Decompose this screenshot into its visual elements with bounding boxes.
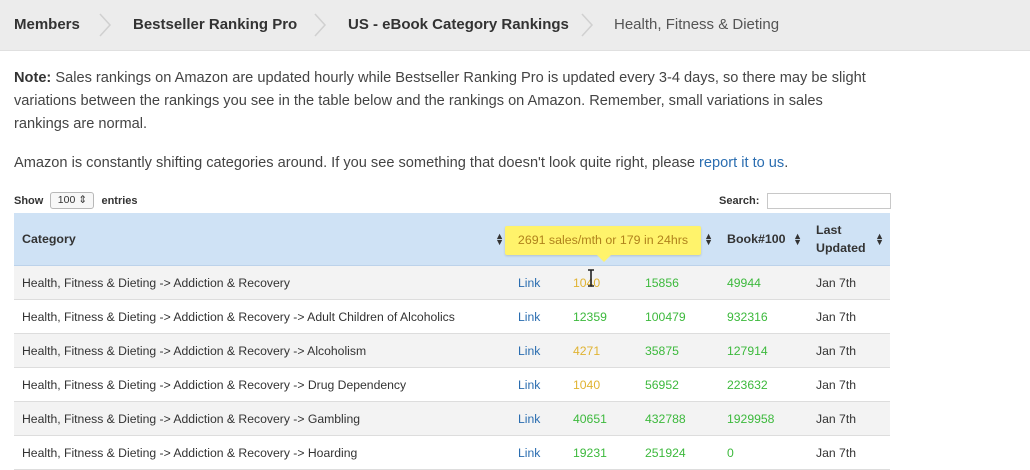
value-cell: 932316 [719, 299, 808, 334]
category-cell: Health, Fitness & Dieting -> Addiction &… [14, 401, 510, 436]
updown-icon: ⇕ [78, 193, 88, 206]
sort-icon: ▲ ▼ [704, 231, 713, 247]
report-link[interactable]: report it to us [699, 155, 785, 171]
table-row: Health, Fitness & Dieting -> Addiction &… [14, 367, 890, 402]
link-cell[interactable]: Link [510, 435, 565, 470]
entries-label: entries [101, 195, 138, 207]
breadcrumb-current: Health, Fitness & Dieting [614, 16, 780, 33]
updated-cell: Jan 7th [808, 435, 890, 470]
value-cell: 15856 [637, 265, 719, 300]
value-cell: 1929958 [719, 401, 808, 436]
value-cell: 100479 [637, 299, 719, 334]
header-last-updated[interactable]: Last Updated ▲ ▼ [808, 213, 890, 266]
search-control: Search: [719, 192, 891, 210]
table-row: Health, Fitness & Dieting -> Addiction &… [14, 333, 890, 368]
link-cell[interactable]: Link [510, 333, 565, 368]
value-cell: 251924 [637, 435, 719, 470]
updated-cell: Jan 7th [808, 333, 890, 368]
link-cell[interactable]: Link [510, 401, 565, 436]
chevron-right-icon [98, 13, 112, 37]
updated-cell: Jan 7th [808, 367, 890, 402]
table-row: Health, Fitness & Dieting -> Addiction &… [14, 299, 890, 334]
sort-icon: ▲ ▼ [793, 231, 802, 247]
value-cell: 35875 [637, 333, 719, 368]
table-row: Health, Fitness & Dieting -> Addiction &… [14, 435, 890, 470]
breadcrumb-members[interactable]: Members [14, 16, 80, 33]
text-cursor-icon [588, 269, 594, 287]
category-cell: Health, Fitness & Dieting -> Addiction &… [14, 333, 510, 368]
breadcrumb-us-ebook-category-rankings[interactable]: US - eBook Category Rankings [348, 16, 569, 33]
header-category[interactable]: Category ▲ ▼ [14, 213, 510, 266]
sort-icon: ▲ ▼ [875, 231, 884, 247]
value-cell: 4271 [565, 333, 637, 368]
link-cell[interactable]: Link [510, 299, 565, 334]
value-cell: 0 [719, 435, 808, 470]
shift-text: Amazon is constantly shifting categories… [14, 155, 695, 171]
value-cell: 1040 [565, 367, 637, 402]
value-cell: 56952 [637, 367, 719, 402]
value-cell: 127914 [719, 333, 808, 368]
sales-tooltip: 2691 sales/mth or 179 in 24hrs [505, 226, 701, 262]
value-cell: 49944 [719, 265, 808, 300]
category-cell: Health, Fitness & Dieting -> Addiction &… [14, 265, 510, 300]
category-cell: Health, Fitness & Dieting -> Addiction &… [14, 367, 510, 402]
search-input[interactable] [767, 193, 891, 209]
shift-suffix: . [784, 155, 789, 171]
value-cell: 40651 [565, 401, 637, 436]
table-row: Health, Fitness & Dieting -> Addiction &… [14, 401, 890, 436]
entries-control: Show 100 ⇕ entries [14, 191, 138, 210]
entries-value: 100 [57, 193, 76, 206]
category-cell: Health, Fitness & Dieting -> Addiction &… [14, 299, 510, 334]
table-row: Health, Fitness & Dieting -> Addiction &… [14, 265, 890, 300]
note-label: Note: [14, 70, 52, 86]
note-text: Sales rankings on Amazon are updated hou… [14, 70, 866, 132]
table-header-row: Category ▲ ▼ ▲ ▼ Book#100 ▲ ▼ Last Updated ▲ ▼ [14, 213, 890, 266]
link-cell[interactable]: Link [510, 265, 565, 300]
shift-paragraph: Amazon is constantly shifting categories… [14, 152, 894, 174]
breadcrumb: Members Bestseller Ranking Pro US - eBoo… [0, 0, 1030, 51]
note-paragraph: Note: Sales rankings on Amazon are updat… [14, 67, 874, 136]
value-cell: 223632 [719, 367, 808, 402]
value-cell: 432788 [637, 401, 719, 436]
value-cell: 19231 [565, 435, 637, 470]
entries-select[interactable]: 100 ⇕ [50, 191, 95, 209]
updated-cell: Jan 7th [808, 299, 890, 334]
value-cell: 1040 [565, 265, 637, 300]
breadcrumb-bestseller-ranking-pro[interactable]: Bestseller Ranking Pro [133, 16, 298, 33]
sort-icon: ▲ ▼ [495, 231, 504, 247]
header-book100[interactable]: Book#100 ▲ ▼ [719, 213, 808, 266]
chevron-right-icon [313, 13, 327, 37]
updated-cell: Jan 7th [808, 401, 890, 436]
chevron-right-icon [580, 13, 594, 37]
value-cell: 12359 [565, 299, 637, 334]
link-cell[interactable]: Link [510, 367, 565, 402]
show-label: Show [14, 195, 44, 207]
updated-cell: Jan 7th [808, 265, 890, 300]
search-label: Search: [719, 195, 760, 207]
category-cell: Health, Fitness & Dieting -> Addiction &… [14, 435, 510, 470]
rankings-table: Category ▲ ▼ ▲ ▼ Book#100 ▲ ▼ Last Updated ▲ ▼ … [14, 213, 890, 470]
